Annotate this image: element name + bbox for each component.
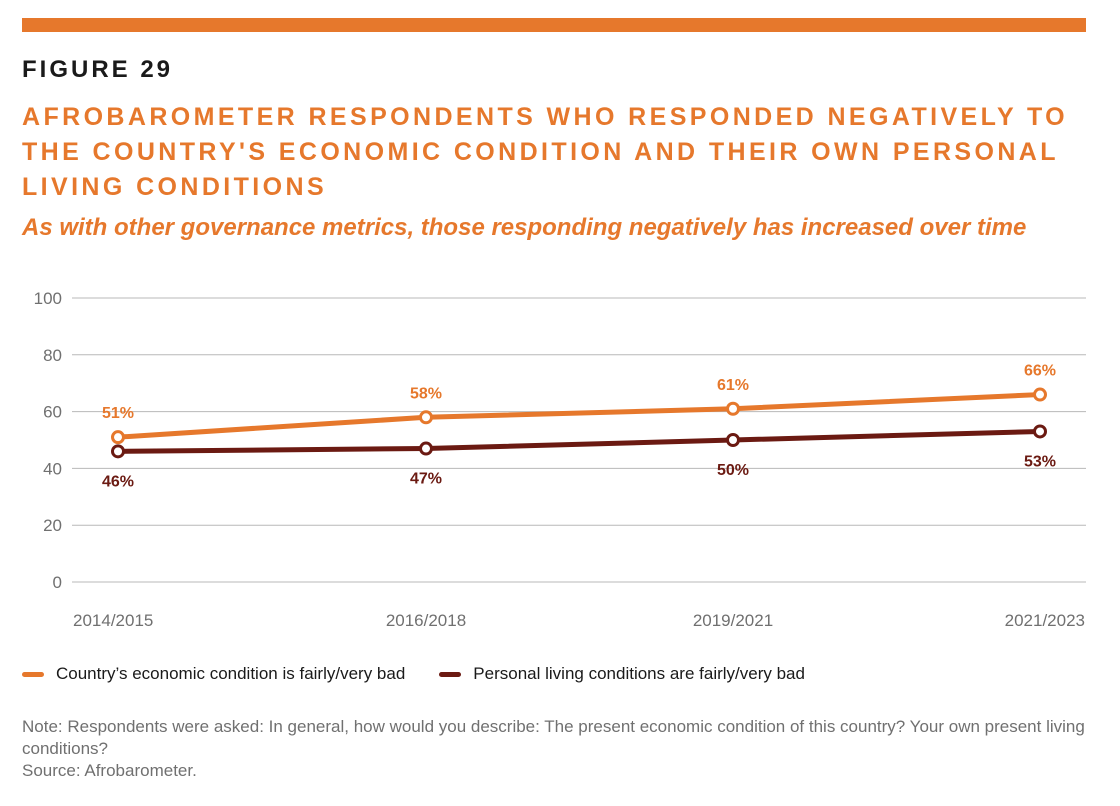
note-text: Note: Respondents were asked: In general… [22, 717, 1085, 758]
y-tick-label: 100 [34, 289, 62, 308]
data-label-personal: 47% [410, 471, 442, 488]
top-accent-bar [22, 18, 1086, 32]
y-tick-label: 60 [43, 403, 62, 422]
data-point-economic [419, 410, 433, 425]
x-tick-label: 2021/2023 [1005, 611, 1085, 630]
data-point-economic [1033, 387, 1047, 402]
legend-item-economic: Country’s economic condition is fairly/v… [22, 664, 405, 684]
data-point-personal [111, 444, 125, 459]
series-line-personal [115, 428, 1043, 454]
data-label-personal: 50% [717, 462, 749, 479]
x-tick-label: 2016/2018 [386, 611, 466, 630]
legend: Country’s economic condition is fairly/v… [22, 664, 839, 684]
y-tick-label: 20 [43, 516, 62, 535]
legend-swatch-economic [22, 671, 44, 677]
x-tick-label: 2019/2021 [693, 611, 773, 630]
data-label-personal: 53% [1024, 453, 1056, 470]
data-point-economic [726, 401, 740, 416]
y-tick-label: 0 [53, 573, 62, 592]
legend-label-economic: Country’s economic condition is fairly/v… [56, 664, 406, 683]
data-label-economic: 66% [1024, 363, 1056, 380]
data-label-economic: 61% [717, 377, 749, 394]
chart-subtitle: As with other governance metrics, those … [22, 214, 1027, 241]
y-tick-label: 40 [43, 459, 62, 478]
data-label-personal: 46% [102, 473, 134, 490]
data-point-personal [419, 441, 433, 456]
data-point-personal [1033, 424, 1047, 439]
legend-item-personal: Personal living conditions are fairly/ve… [439, 664, 805, 684]
data-label-economic: 51% [102, 405, 134, 422]
y-tick-label: 80 [43, 346, 62, 365]
x-tick-label: 2014/2015 [73, 611, 153, 630]
figure-label: FIGURE 29 [22, 56, 174, 83]
data-point-personal [726, 433, 740, 447]
series-line-economic [115, 392, 1043, 440]
line-chart: 0 20 40 60 80 100 2014/2015 2016/2018 2019/2021 2… [34, 289, 1086, 630]
source-text: Source: Afrobarometer. [22, 761, 197, 780]
legend-swatch-personal [439, 671, 462, 677]
legend-label-personal: Personal living conditions are fairly/ve… [473, 664, 805, 683]
data-point-economic [111, 430, 125, 445]
footnote: Note: Respondents were asked: In general… [22, 716, 1092, 782]
chart-title: AFROBAROMETER RESPONDENTS WHO RESPONDED … [22, 103, 1069, 201]
data-label-economic: 58% [410, 385, 442, 402]
